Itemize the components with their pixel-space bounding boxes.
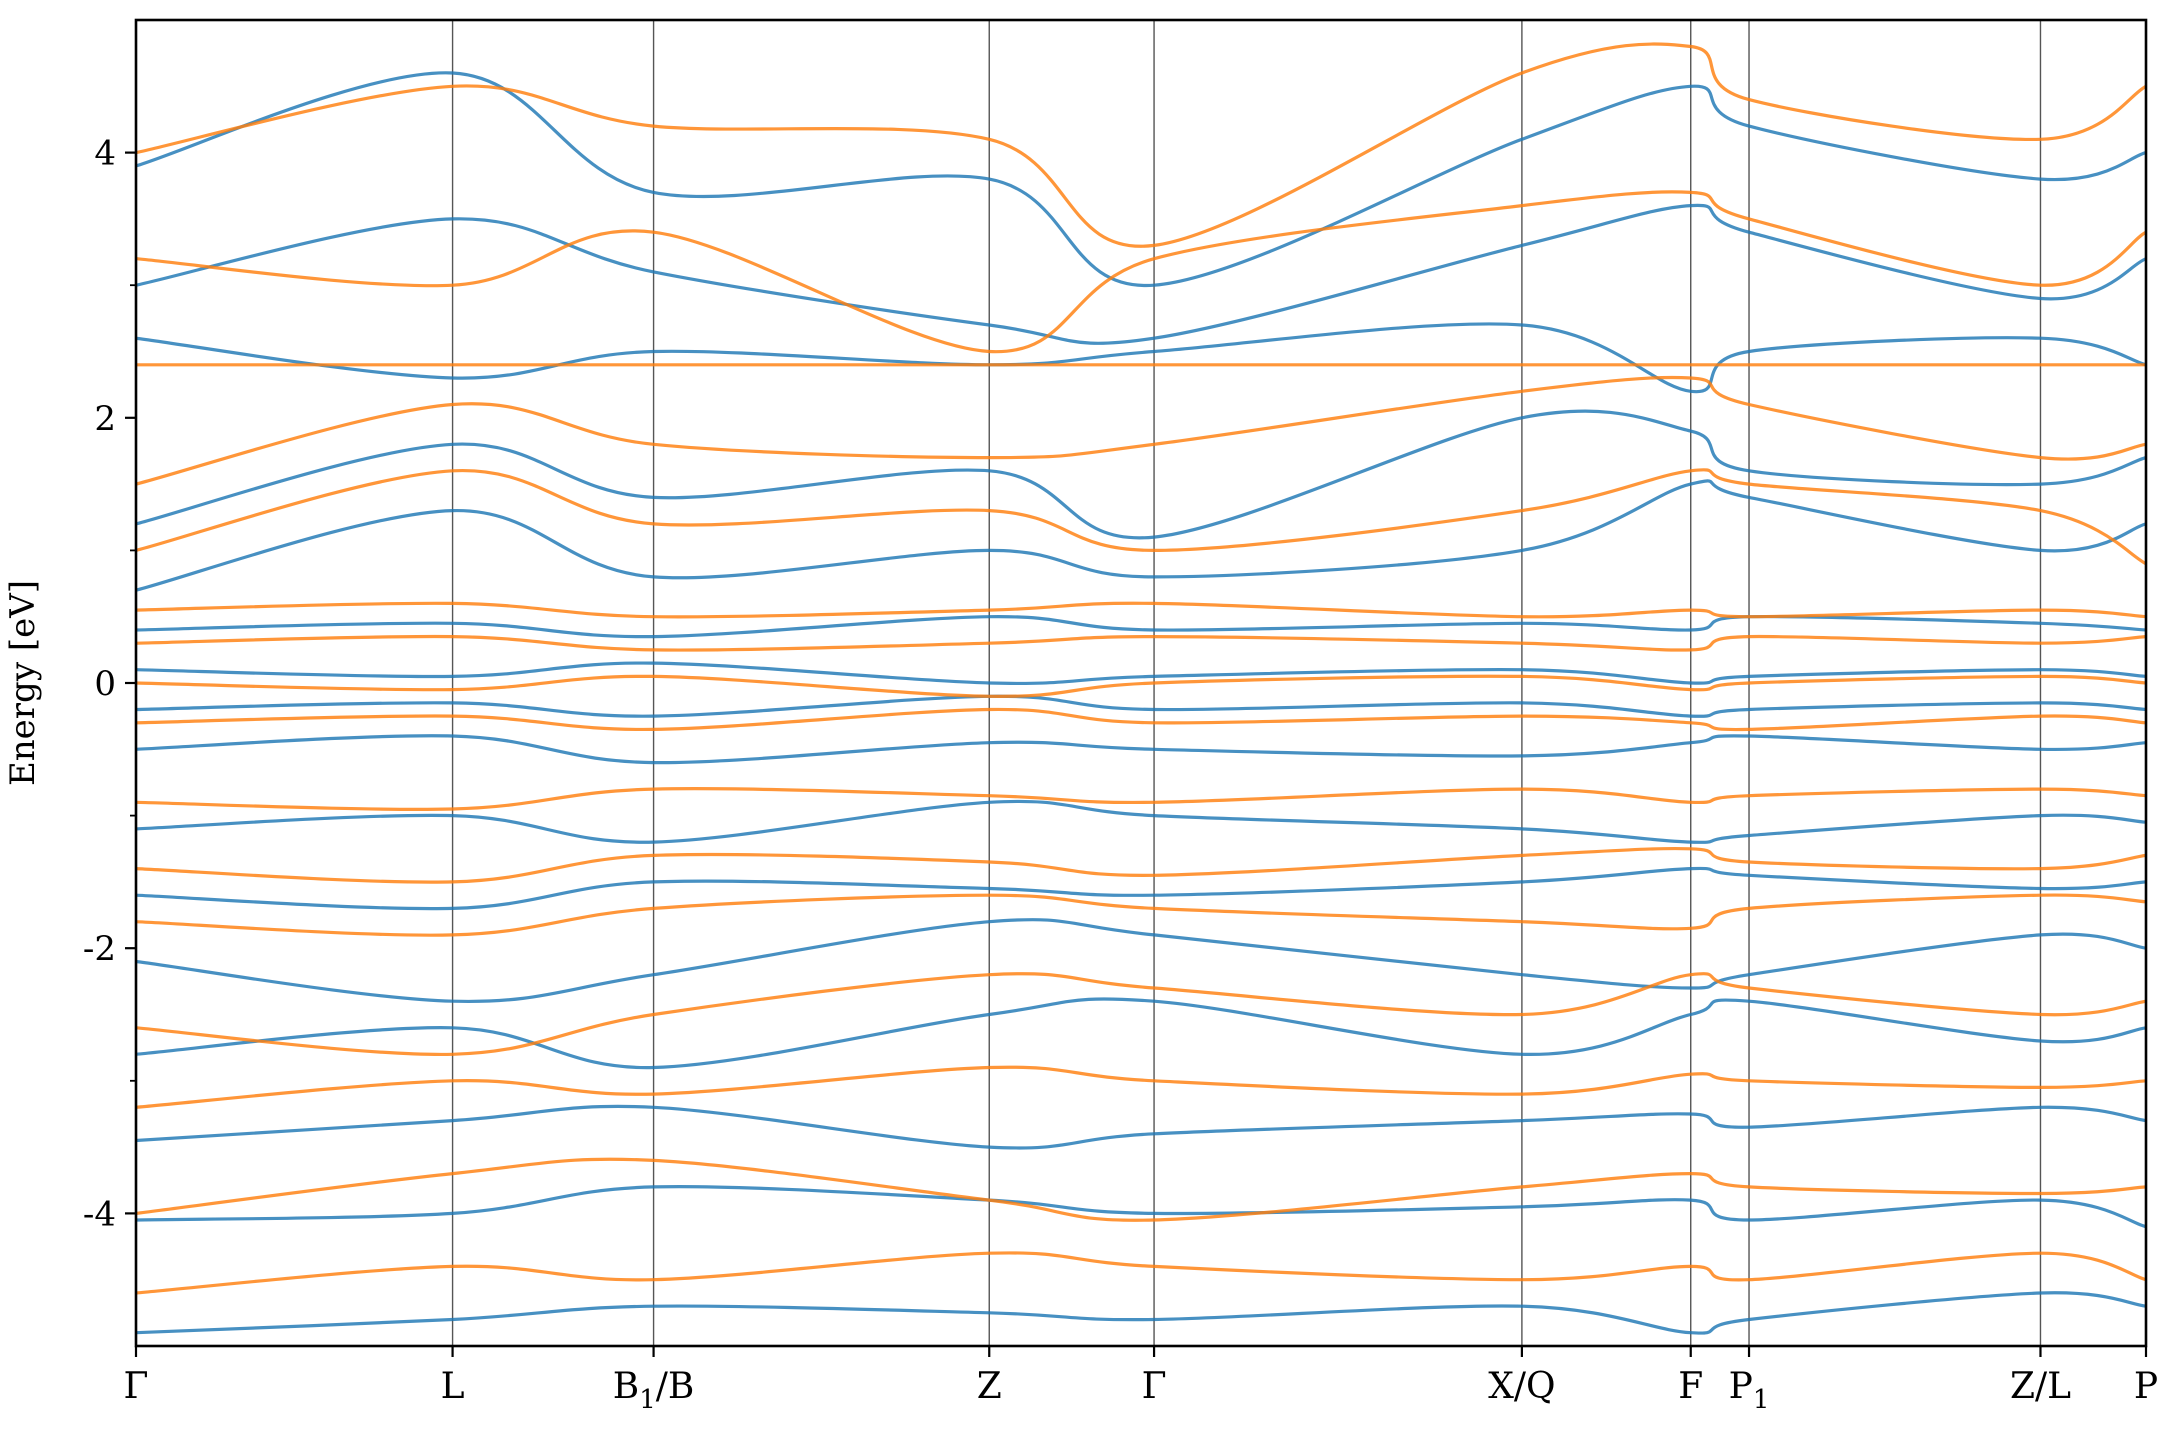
y-tick-label: 0 xyxy=(94,664,116,704)
y-axis-label: Energy [eV] xyxy=(3,580,43,786)
band-line-spin-down xyxy=(136,1251,2146,1295)
band-line-spin-up xyxy=(136,409,2146,540)
band-line-spin-up xyxy=(136,918,2146,1004)
band-line-spin-up xyxy=(136,866,2146,911)
band-line-spin-up xyxy=(136,322,2146,394)
band-line-spin-down xyxy=(136,42,2146,248)
band-line-spin-down xyxy=(136,375,2146,486)
band-line-spin-up xyxy=(136,203,2146,345)
band-line-spin-down xyxy=(136,893,2146,937)
kpoint-label: Z/L xyxy=(2010,1366,2071,1407)
band-line-spin-down xyxy=(136,674,2146,698)
y-axis-ticks: 4 2 0 -2 -4 xyxy=(83,134,136,1234)
band-line-spin-up xyxy=(136,614,2146,639)
band-line-spin-up xyxy=(136,479,2146,592)
band-line-spin-up xyxy=(136,997,2146,1070)
band-line-spin-down xyxy=(136,601,2146,619)
band-line-spin-down xyxy=(136,972,2146,1057)
band-line-spin-up xyxy=(136,71,2146,287)
band-line-spin-down xyxy=(136,190,2146,354)
band-line-spin-up xyxy=(136,1291,2146,1335)
kpoint-label: P xyxy=(2134,1366,2158,1407)
band-line-spin-down xyxy=(136,787,2146,811)
band-line-spin-up xyxy=(136,661,2146,686)
kpoint-label: Γ xyxy=(124,1366,149,1407)
kpoint-label: L xyxy=(441,1366,465,1407)
band-lines xyxy=(136,42,2146,1335)
y-tick-label: 4 xyxy=(94,134,116,174)
band-line-spin-up xyxy=(136,694,2146,718)
band-line-spin-up xyxy=(136,1185,2146,1229)
band-line-spin-down xyxy=(136,1157,2146,1222)
kpoint-label: P1 xyxy=(1729,1366,1770,1415)
band-line-spin-up xyxy=(136,799,2146,844)
kpoint-label: Z xyxy=(977,1366,1002,1407)
y-tick-label: -4 xyxy=(83,1194,116,1234)
band-line-spin-down xyxy=(136,1065,2146,1109)
y-tick-label: 2 xyxy=(94,399,116,439)
kpoint-label: Γ xyxy=(1142,1366,1167,1407)
band-line-spin-up xyxy=(136,734,2146,765)
kpoint-label: X/Q xyxy=(1488,1366,1555,1407)
band-line-spin-down xyxy=(136,468,2146,566)
band-line-spin-down xyxy=(136,846,2146,884)
kpoint-label: F xyxy=(1678,1366,1703,1407)
y-tick-label: -2 xyxy=(83,929,116,969)
x-axis-ticks: Γ L B1/B Z Γ X/Q F P1 Z/L P xyxy=(124,1346,2158,1415)
band-line-spin-down xyxy=(136,634,2146,652)
band-line-spin-up xyxy=(136,1104,2146,1150)
kpoint-label: B1/B xyxy=(613,1366,695,1415)
band-line-spin-down xyxy=(136,707,2146,732)
